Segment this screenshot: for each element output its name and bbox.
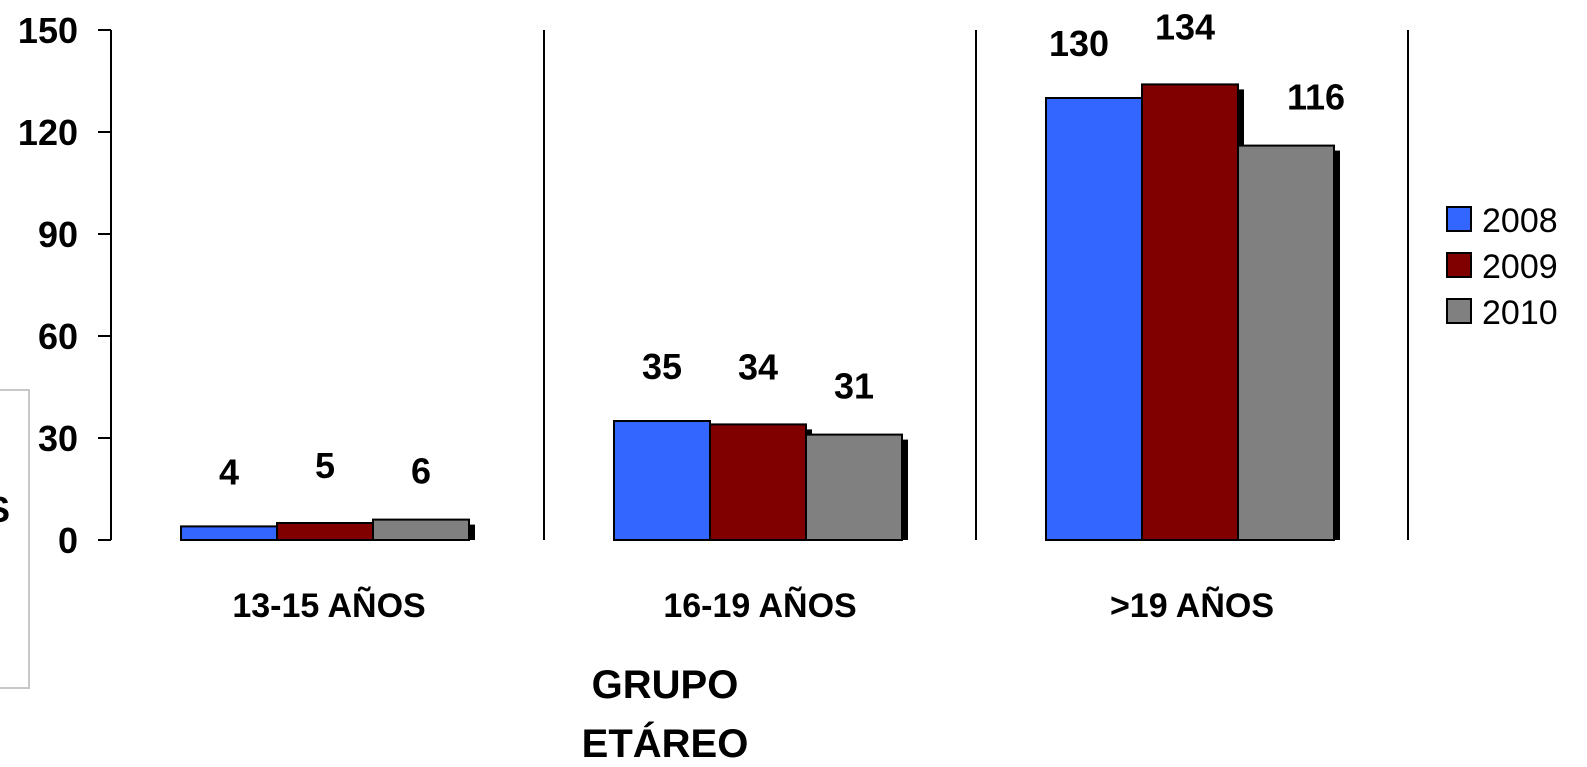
bar-2009-1 [709, 423, 807, 541]
legend-swatch-2010 [1446, 298, 1472, 324]
bar-2009-0 [276, 522, 374, 541]
data-label: 6 [411, 451, 431, 492]
category-label: >19 AÑOS [1110, 587, 1274, 625]
data-label: 134 [1155, 6, 1215, 47]
x-axis-category-labels: 13-15 AÑOS 16-19 AÑOS >19 AÑOS [232, 587, 1274, 625]
legend-swatch-2008 [1446, 206, 1472, 232]
category-separators [543, 30, 1409, 540]
category-label: 13-15 AÑOS [232, 587, 425, 625]
y-tick-label: 30 [38, 418, 78, 459]
bars [180, 83, 1340, 542]
bar-2008-0 [180, 525, 278, 542]
legend: 2008 2009 2010 [1446, 202, 1558, 332]
data-label: 5 [315, 445, 335, 486]
bar-2008-1 [613, 420, 711, 541]
legend-label: 2008 [1482, 202, 1558, 240]
data-label: 4 [219, 451, 239, 492]
data-label: 35 [642, 346, 682, 387]
bar-2009-2 [1141, 83, 1239, 542]
y-axis-title-box [0, 389, 30, 689]
y-tick-label: 0 [58, 520, 78, 561]
bar-2010-1 [805, 433, 903, 542]
data-label: 130 [1049, 23, 1109, 64]
data-label: 34 [738, 346, 778, 387]
y-axis: 0 30 60 90 120 150 [18, 10, 112, 561]
legend-swatch-2009 [1446, 252, 1472, 278]
y-tick-label: 150 [18, 10, 78, 51]
y-tick-label: 60 [38, 316, 78, 357]
data-label: 31 [834, 366, 874, 407]
bar-2010-2 [1237, 144, 1335, 541]
x-axis-title-line-1: GRUPO [592, 663, 739, 707]
category-label: 16-19 AÑOS [663, 587, 856, 625]
data-labels: 4 5 6 35 34 31 130 134 116 [219, 6, 1345, 492]
legend-label: 2010 [1482, 294, 1558, 332]
x-axis-title-line-2: ETÁREO [582, 721, 749, 766]
y-tick-label: 120 [18, 112, 78, 153]
legend-label: 2009 [1482, 248, 1558, 286]
y-axis-title-fragment: S [0, 489, 10, 530]
y-tick-label: 90 [38, 214, 78, 255]
bar-2010-0 [372, 518, 470, 541]
bar-2008-2 [1045, 97, 1143, 541]
data-label: 116 [1287, 77, 1345, 118]
